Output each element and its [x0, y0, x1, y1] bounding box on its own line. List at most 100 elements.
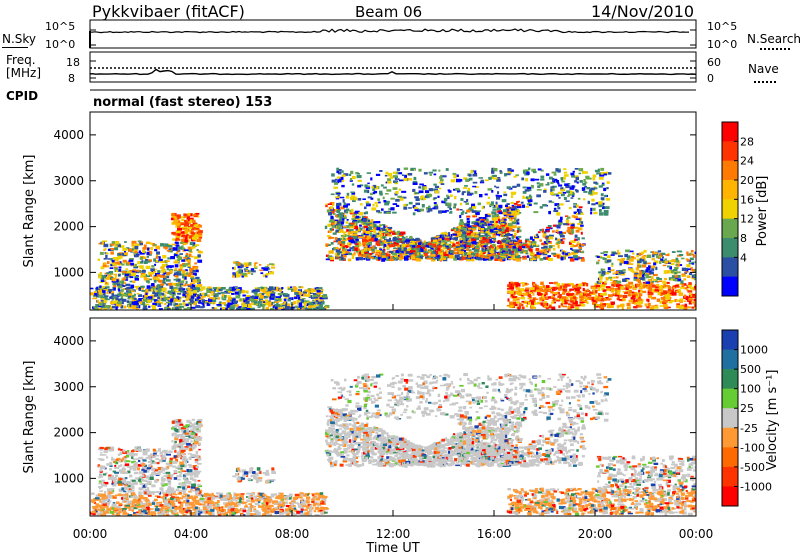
power-echo-cell [573, 226, 579, 229]
power-echo-cell [548, 234, 554, 237]
power-echo-cell [104, 272, 108, 275]
power-echo-cell [173, 278, 178, 281]
power-echo-cell [283, 293, 288, 296]
power-echo-cell [690, 267, 693, 271]
power-echo-cell [424, 252, 428, 256]
power-echo-cell [513, 243, 517, 245]
power-echo-cell [115, 241, 120, 245]
power-echo-cell [106, 272, 110, 275]
power-echo-cell [552, 292, 558, 295]
power-echo-cell [593, 187, 598, 190]
power-echo-cell [140, 285, 144, 288]
power-echo-cell [157, 290, 161, 293]
power-echo-cell [515, 244, 519, 247]
power-echo-cell [122, 285, 126, 287]
power-echo-cell [353, 225, 358, 230]
power-echo-cell [128, 295, 131, 298]
power-echo-cell [377, 243, 383, 246]
power-echo-cell [588, 191, 593, 195]
power-echo-cell [533, 300, 536, 304]
power-echo-cell [156, 303, 160, 306]
power-echo-cell [453, 251, 458, 255]
power-echo-cell [492, 232, 498, 235]
power-echo-cell [138, 294, 142, 297]
power-echo-cell [537, 231, 541, 234]
power-echo-cell [445, 168, 449, 171]
power-echo-cell [327, 244, 331, 246]
power-echo-cell [556, 299, 560, 302]
power-echo-cell [514, 250, 518, 254]
power-echo-cell [533, 254, 539, 257]
power-echo-cell [560, 303, 564, 306]
power-echo-cell [505, 244, 509, 247]
power-echo-cell [142, 247, 147, 250]
power-echo-cell [121, 298, 127, 302]
power-echo-cell [592, 177, 596, 181]
power-echo-cell [443, 253, 449, 256]
power-echo-cell [525, 205, 529, 208]
power-echo-cell [372, 203, 375, 207]
power-echo-cell [662, 299, 668, 303]
power-echo-cell [439, 250, 442, 253]
power-echo-cell [405, 239, 411, 242]
power-echo-cell [276, 302, 279, 306]
power-echo-cell [192, 269, 196, 273]
power-echo-cell [365, 211, 368, 215]
power-echo-cell [346, 225, 350, 229]
nsearch-legend-line [760, 48, 790, 50]
power-echo-cell [502, 243, 505, 246]
power-echo-cell [521, 177, 525, 181]
power-echo-cell [102, 290, 106, 293]
power-echo-cell [383, 225, 387, 228]
power-echo-cell [503, 246, 506, 248]
power-echo-cell [208, 288, 213, 291]
power-echo-cell [330, 193, 335, 196]
power-echo-cell [484, 243, 488, 247]
power-echo-cell [178, 303, 183, 306]
power-echo-cell [336, 176, 341, 179]
power-echo-cell [573, 211, 577, 214]
power-echo-cell [458, 247, 463, 250]
power-echo-cell [227, 302, 233, 305]
power-echo-cell [354, 247, 358, 252]
power-echo-cell [414, 206, 418, 210]
power-echo-cell [433, 197, 437, 199]
power-echo-cell [393, 241, 399, 245]
power-echo-cell [431, 238, 434, 242]
power-echo-cell [189, 269, 194, 273]
power-echo-cell [269, 263, 274, 265]
power-echo-cell [196, 289, 200, 293]
power-echo-cell [194, 244, 200, 247]
power-echo-cell [563, 300, 567, 304]
power-echo-cell [385, 233, 388, 236]
power-echo-cell [590, 187, 595, 191]
power-echo-cell [361, 215, 366, 220]
power-echo-cell [190, 275, 195, 279]
power-echo-cell [143, 306, 147, 309]
power-echo-cell [556, 212, 561, 216]
power-echo-cell [575, 218, 581, 220]
power-echo-cell [229, 306, 234, 310]
power-echo-cell [497, 191, 500, 195]
power-echo-cell [415, 252, 418, 255]
power-echo-cell [597, 288, 601, 292]
power-echo-cell [521, 204, 525, 208]
power-echo-cell [139, 301, 143, 305]
power-echo-cell [197, 259, 203, 263]
power-echo-cell [193, 228, 199, 231]
power-echo-cell [147, 259, 152, 262]
power-echo-cell [176, 276, 179, 279]
power-echo-cell [101, 275, 106, 279]
power-echo-cell [174, 268, 178, 271]
power-echo-cell [448, 244, 452, 248]
power-echo-cell [352, 200, 356, 202]
power-echo-cell [454, 196, 457, 200]
power-echo-cell [521, 289, 526, 292]
power-echo-cell [577, 227, 583, 231]
power-echo-cell [496, 246, 499, 250]
power-echo-cell [541, 297, 546, 301]
power-echo-cell [352, 235, 358, 239]
power-echo-cell [512, 256, 517, 260]
power-echo-cell [167, 290, 172, 294]
power-echo-cell [160, 266, 165, 269]
